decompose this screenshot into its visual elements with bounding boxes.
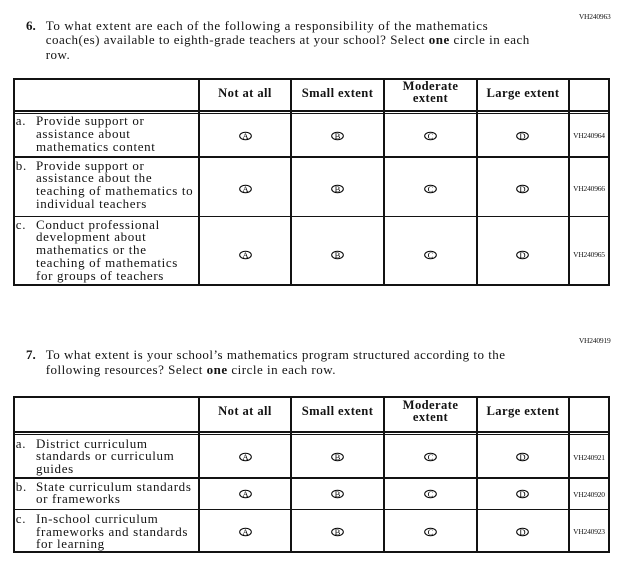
svg-text:D: D	[520, 527, 526, 537]
svg-text:C: C	[428, 489, 434, 499]
svg-text:B: B	[335, 131, 341, 141]
svg-text:D: D	[520, 452, 526, 462]
svg-text:C: C	[428, 250, 434, 260]
svg-text:C: C	[428, 131, 434, 141]
svg-text:A: A	[242, 131, 249, 141]
svg-text:B: B	[335, 250, 341, 260]
svg-text:B: B	[335, 489, 341, 499]
svg-text:A: A	[242, 527, 249, 537]
svg-text:A: A	[242, 489, 249, 499]
svg-text:C: C	[428, 452, 434, 462]
svg-text:B: B	[335, 452, 341, 462]
svg-text:D: D	[520, 131, 526, 141]
svg-text:B: B	[335, 184, 341, 194]
svg-text:B: B	[335, 527, 341, 537]
svg-text:C: C	[428, 184, 434, 194]
svg-text:D: D	[520, 489, 526, 499]
svg-text:C: C	[428, 527, 434, 537]
svg-text:D: D	[520, 184, 526, 194]
svg-text:D: D	[520, 250, 526, 260]
svg-text:A: A	[242, 250, 249, 260]
svg-text:A: A	[242, 452, 249, 462]
svg-text:A: A	[242, 184, 249, 194]
